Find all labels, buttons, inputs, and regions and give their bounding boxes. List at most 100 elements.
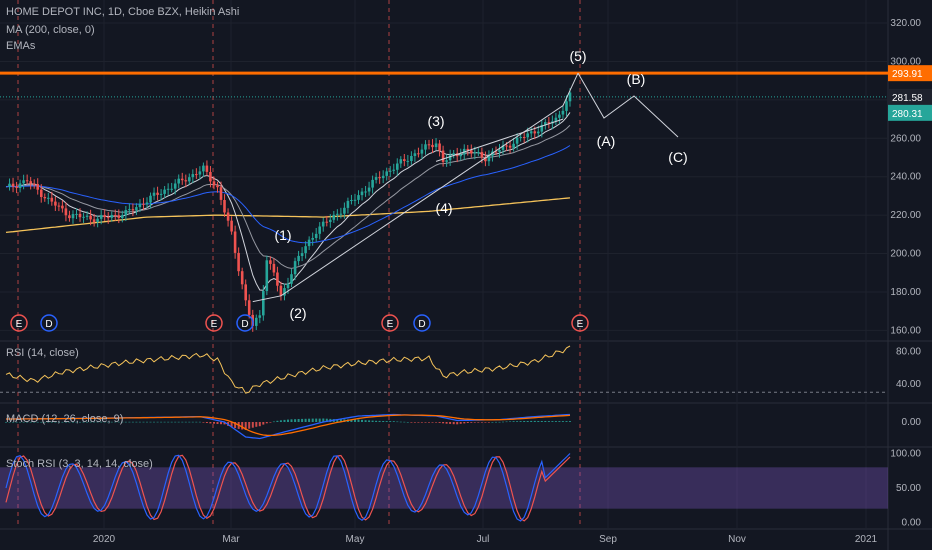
price-tick-label: 220.00 [890, 210, 921, 221]
current-price-label: 280.31 [892, 109, 923, 120]
event-marker-earnings[interactable] [10, 314, 28, 332]
candle-body [99, 215, 103, 219]
candle-body [258, 315, 262, 318]
macd-histogram-bar [12, 422, 15, 423]
stoch-tick-label: 50.00 [896, 483, 921, 494]
time-tick-label: 2020 [93, 534, 116, 545]
rsi-pane-label[interactable]: RSI (14, close) [6, 347, 79, 359]
macd-histogram-bar [442, 422, 445, 424]
macd-histogram-bar [114, 421, 117, 423]
candle-body [40, 189, 43, 197]
event-marker-earnings[interactable] [205, 314, 223, 332]
ma200-line [5, 197, 571, 234]
macd-histogram-bar [463, 422, 466, 424]
candle-body [314, 233, 318, 238]
macd-histogram-bar [445, 422, 448, 424]
macd-histogram-bar [64, 421, 67, 423]
event-marker-letter: E [16, 319, 23, 330]
candle-body [336, 213, 339, 215]
macd-histogram-bar [523, 421, 526, 422]
candle-body [417, 153, 420, 155]
price-tick-label: 200.00 [890, 249, 921, 260]
candle-body [293, 261, 297, 275]
time-tick-label: Mar [222, 534, 240, 545]
event-marker-letter: E [577, 319, 584, 330]
macd-histogram-bar [544, 421, 547, 422]
macd-histogram-bar [124, 421, 127, 423]
macd-histogram-bar [86, 421, 89, 423]
macd-histogram-bar [371, 420, 374, 422]
event-marker-earnings[interactable] [381, 314, 399, 332]
macd-histogram-bar [459, 422, 462, 424]
candle-body [205, 165, 209, 172]
macd-histogram-bar [428, 422, 430, 423]
candle-body [388, 170, 392, 172]
stoch-pane-label[interactable]: Stoch RSI (3, 3, 14, 14, close) [6, 458, 153, 470]
macd-histogram-bar [466, 422, 469, 423]
macd-histogram-bar [188, 421, 191, 423]
wave-label: (3) [427, 113, 444, 129]
candle-body [209, 172, 212, 182]
macd-histogram-bar [318, 418, 321, 422]
macd-histogram-bar [205, 422, 208, 423]
macd-histogram-bar [410, 422, 413, 423]
candle-body [166, 188, 170, 190]
candle-body [262, 291, 265, 316]
candle-body [180, 178, 184, 181]
event-marker-earnings[interactable] [571, 314, 589, 332]
study-ma-label[interactable]: MA (200, close, 0) [6, 24, 95, 36]
candle-body [15, 186, 18, 188]
macd-histogram-bar [354, 419, 356, 422]
macd-pane-label[interactable]: MACD (12, 26, close, 9) [6, 413, 124, 425]
macd-histogram-bar [308, 418, 311, 422]
event-marker-dividend[interactable] [413, 314, 431, 332]
wave-label: (2) [289, 305, 306, 321]
candle-body [29, 181, 32, 184]
stoch-tick-label: 0.00 [902, 517, 922, 528]
event-marker-letter: E [211, 319, 218, 330]
macd-histogram-bar [403, 421, 406, 423]
macd-histogram-bar [220, 422, 222, 425]
wave-label: (A) [597, 133, 616, 149]
resistance-price-label-bg [888, 65, 932, 82]
candle-body [325, 221, 329, 223]
candle-body [272, 263, 276, 273]
ema-fast-line [5, 112, 571, 291]
candle-body [212, 181, 216, 186]
macd-histogram-bar [202, 422, 205, 423]
study-emas-label[interactable]: EMAs [6, 40, 36, 52]
candle-body [554, 117, 558, 122]
candle-body [156, 192, 159, 195]
macd-histogram-bar [272, 421, 275, 423]
event-marker-dividend[interactable] [40, 314, 58, 332]
wave-trendline [252, 72, 579, 303]
stoch-k-line [5, 453, 571, 522]
candle-body [515, 137, 519, 144]
time-tick-label: Jul [477, 534, 490, 545]
candle-body [255, 317, 258, 326]
macd-histogram-bar [495, 421, 497, 423]
candle-body [198, 171, 202, 175]
macd-histogram-bar [304, 418, 307, 422]
candle-body [329, 219, 332, 222]
macd-histogram-bar [526, 421, 529, 422]
candle-body [191, 174, 195, 178]
macd-histogram-bar [364, 420, 367, 422]
candle-body [61, 205, 64, 209]
event-marker-dividend[interactable] [236, 314, 254, 332]
macd-histogram-bar [276, 420, 279, 422]
macd-histogram-bar [258, 422, 261, 427]
candle-body [297, 255, 300, 262]
candle-body [110, 215, 114, 218]
candle-body [54, 201, 57, 206]
macd-histogram-bar [181, 421, 184, 423]
macd-histogram-bar [138, 421, 141, 423]
candle-body [188, 177, 191, 182]
macd-histogram-bar [36, 421, 39, 423]
macd-tick-label: 0.00 [902, 417, 922, 428]
stoch-tick-label: 100.00 [890, 449, 921, 460]
candle-body [78, 213, 82, 218]
macd-histogram-bar [558, 421, 561, 422]
candle-body [57, 205, 61, 207]
